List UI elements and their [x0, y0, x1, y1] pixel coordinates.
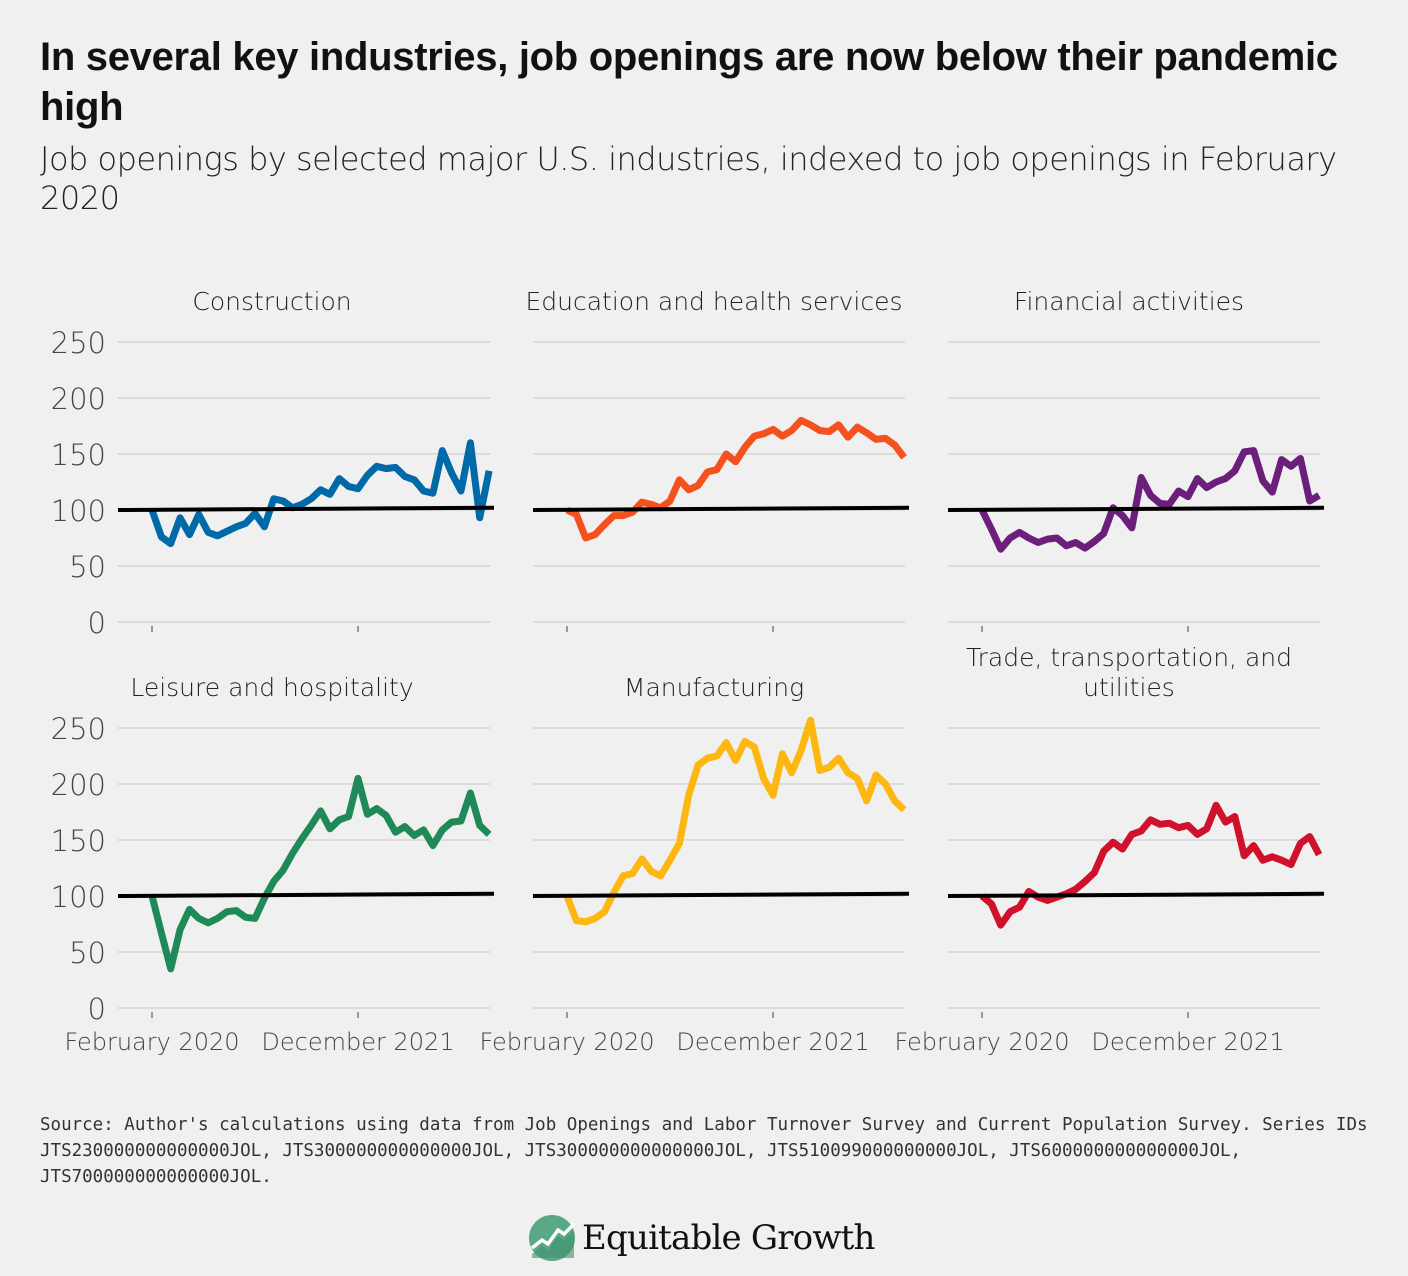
y-tick-label: 50 [69, 936, 106, 970]
x-tick-label: February 2020 [479, 1028, 654, 1056]
x-tick-label: December 2021 [1091, 1028, 1284, 1056]
reference-line-100 [117, 891, 495, 898]
growth-chart-logo-icon [529, 1215, 576, 1261]
panel-title: Manufacturing [624, 673, 804, 702]
chart-subtitle: Job openings by selected major U.S. indu… [40, 140, 1337, 217]
series-line [148, 439, 493, 548]
panel-title-line: Trade, transportation, and [966, 643, 1292, 672]
series-line [565, 416, 907, 542]
x-tick-label: February 2020 [894, 1028, 1069, 1056]
panel-title-line: Leisure and hospitality [130, 673, 413, 702]
y-tick-label: 200 [51, 382, 106, 416]
panel-title: Trade, transportation, and utilities [966, 643, 1292, 702]
series-line [979, 801, 1323, 929]
panel-title-line: utilities [1083, 673, 1175, 702]
small-multiples-chart: 0 50 100 150 200 250 Construction Education and… [51, 287, 1325, 1056]
series-line [148, 774, 492, 973]
x-tick-label: December 2021 [261, 1028, 454, 1056]
panel-title-line: Construction [192, 287, 351, 316]
panel-title: Leisure and hospitality [130, 673, 413, 702]
reference-line-100 [532, 505, 910, 512]
logo-text: Equitable Growth [582, 1218, 875, 1258]
panel-title: Education and health services [525, 287, 902, 316]
reference-line-100 [947, 505, 1325, 512]
y-tick-label: 50 [69, 550, 106, 584]
y-tick-label: 100 [51, 880, 106, 914]
panel-title-line: Manufacturing [624, 673, 804, 702]
y-tick-label: 250 [51, 712, 106, 746]
panel-title-line: Financial activities [1014, 287, 1244, 316]
chart-title: In several key industries, job openings … [40, 35, 1338, 129]
reference-line-100 [947, 891, 1325, 898]
panel-title-line: Education and health services [525, 287, 902, 316]
x-tick-label: December 2021 [676, 1028, 869, 1056]
y-tick-label: 250 [51, 326, 106, 360]
reference-line-100 [117, 505, 495, 512]
y-tick-label: 150 [51, 438, 106, 472]
y-tick-label: 100 [51, 494, 106, 528]
y-tick-label: 150 [51, 824, 106, 858]
x-tick-label: February 2020 [64, 1028, 239, 1056]
panel-title: Construction [192, 287, 351, 316]
source-note: Source: Author's calculations using data… [40, 1115, 1368, 1187]
series-line [978, 447, 1321, 553]
equitable-growth-logo: Equitable Growth [528, 1214, 875, 1262]
y-tick-label: 200 [51, 768, 106, 802]
series-line [563, 716, 907, 926]
y-tick-label: 0 [88, 606, 106, 640]
y-tick-label: 0 [88, 992, 106, 1026]
reference-line-100 [532, 891, 910, 898]
panel-title: Financial activities [1014, 287, 1244, 316]
